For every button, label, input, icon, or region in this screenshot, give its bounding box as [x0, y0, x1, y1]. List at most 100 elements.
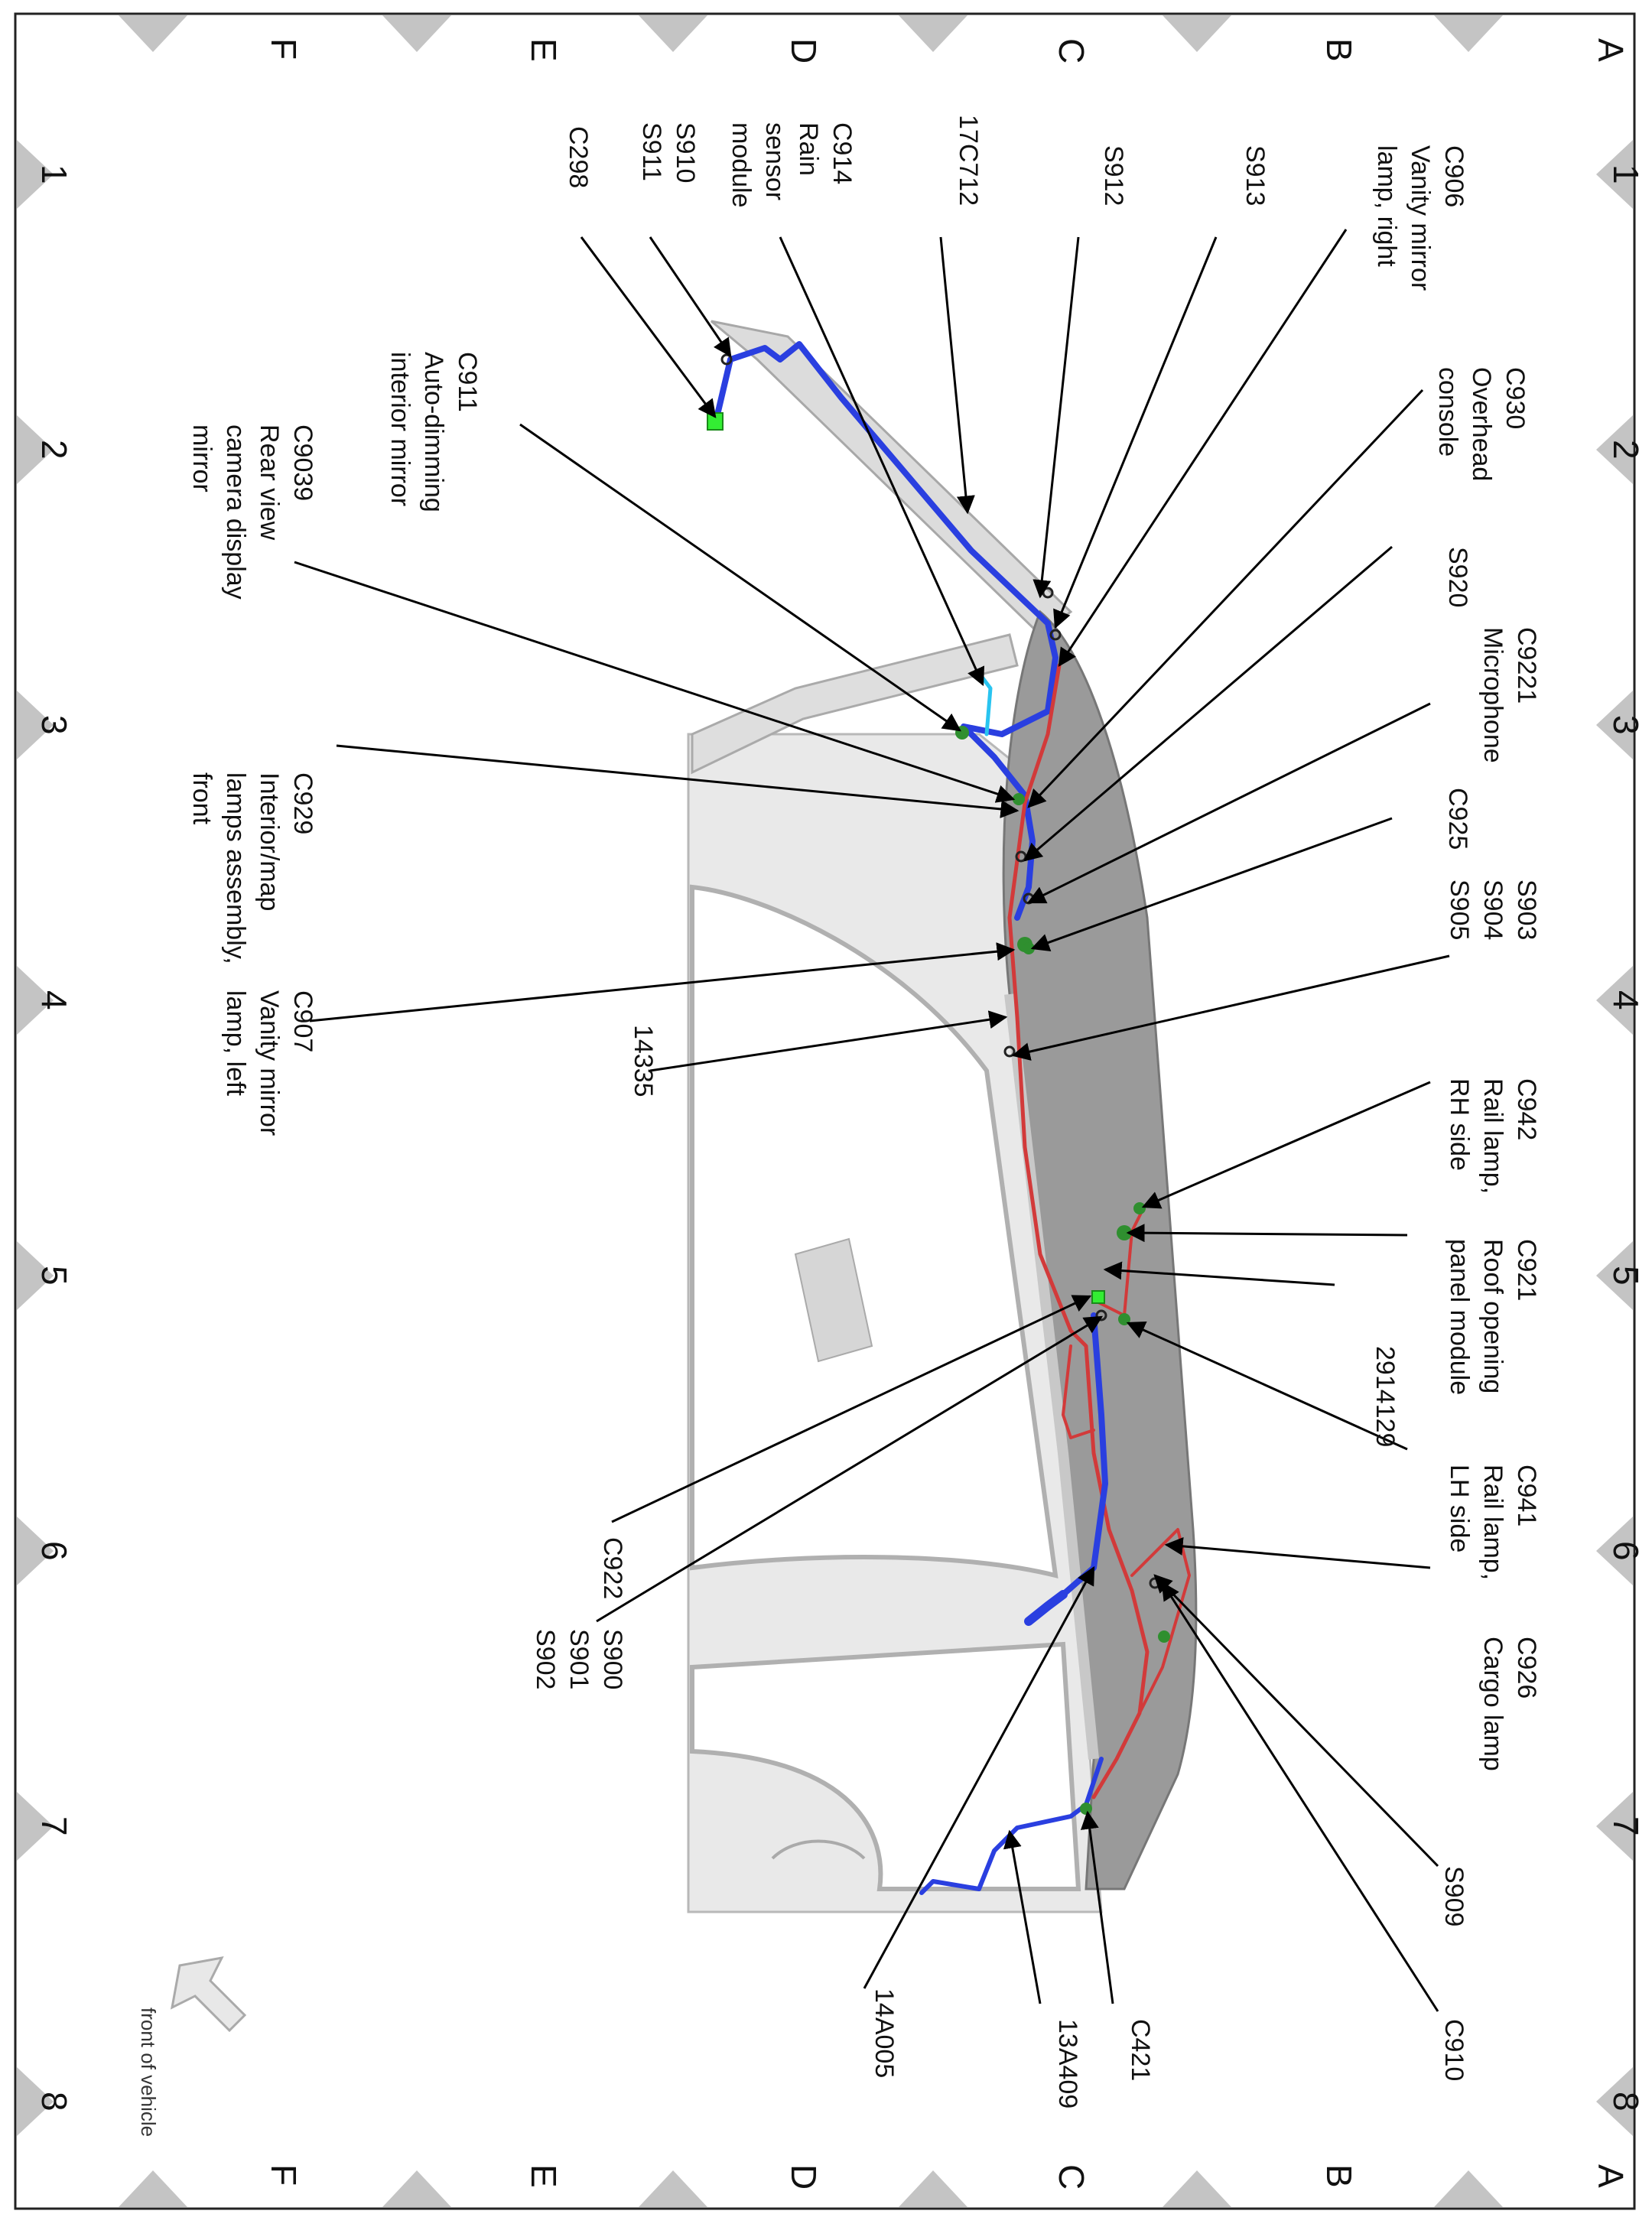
callout-c17c712: 17C712 [954, 115, 983, 206]
edge-triangle-right-7 [1596, 1792, 1633, 1861]
callout-c914-line-4: module [727, 122, 756, 208]
edge-triangle-top-3 [899, 15, 967, 52]
callout-c921-line-3: panel module [1445, 1239, 1474, 1395]
callout-c911-line-1: C911 [453, 352, 482, 412]
grid-number-bottom-3: 3 [34, 715, 74, 735]
callout-c929-line-2: Interior/map [255, 772, 284, 911]
grid-letter-left-F: F [264, 38, 304, 60]
callout-c907-line-2: Vanity mirror [255, 990, 284, 1136]
callout-c921-line-1: C921 [1512, 1239, 1541, 1301]
edge-triangle-right-1 [1596, 140, 1633, 209]
callout-c941-line-3: LH side [1445, 1465, 1474, 1552]
callout-c914-line-3: sensor [760, 122, 789, 200]
grid-number-bottom-4: 4 [34, 990, 74, 1010]
grid-letter-right-B: B [1319, 2164, 1359, 2188]
edge-triangle-bottom-2 [1163, 2170, 1231, 2207]
front-arrow-icon [170, 1956, 247, 2033]
edge-triangle-left-6 [17, 1517, 54, 1585]
callout-s920-line-1: S920 [1443, 547, 1472, 607]
leader-lines [294, 229, 1450, 2012]
callout-c929-line-4: front [187, 772, 216, 825]
grid-letter-left-D: D [784, 38, 824, 63]
callout-s912: S912 [1099, 145, 1128, 206]
front-of-vehicle-label: front of vehicle [137, 2008, 160, 2137]
callout-s900-line-3: S902 [531, 1629, 560, 1689]
callout-c941-line-1: C941 [1512, 1465, 1541, 1526]
callout-c906-line-2: Vanity mirror [1406, 145, 1435, 291]
edge-triangle-right-3 [1596, 691, 1633, 759]
callout-s910-line-2: S911 [637, 122, 666, 181]
callout-c907-line-3: lamp, left [221, 990, 250, 1096]
edge-triangle-bottom-5 [382, 2170, 451, 2207]
grid-number-top-4: 4 [1606, 990, 1646, 1010]
c942-connector [1133, 1202, 1146, 1214]
grid-number-bottom-7: 7 [34, 1816, 74, 1836]
callout-s913-line-1: S913 [1241, 145, 1270, 206]
callout-c914-line-2: Rain [794, 122, 823, 176]
callout-c421: C421 [1126, 2019, 1155, 2081]
callout-c911-line-3: interior mirror [385, 352, 415, 506]
callout-s900-line-1: S900 [598, 1629, 627, 1689]
callout-c926-line-1: C926 [1512, 1637, 1541, 1699]
grid-number-bottom-5: 5 [34, 1266, 74, 1286]
s-splice-2 [1049, 629, 1062, 641]
callout-s913: S913 [1241, 145, 1270, 206]
callout-c926-line-2: Cargo lamp [1478, 1637, 1507, 1771]
edge-triangle-right-6 [1596, 1517, 1633, 1585]
callout-s909: S909 [1439, 1866, 1468, 1926]
callout-c14335-line-1: 14335 [629, 1025, 658, 1097]
grid-number-top-2: 2 [1606, 440, 1646, 460]
callout-c9039-line-3: camera display [221, 424, 250, 600]
edge-triangle-left-7 [17, 1792, 54, 1861]
callout-c930-line-1: C930 [1501, 367, 1530, 429]
grid-letter-right-D: D [784, 2164, 824, 2190]
callout-c907-line-1: C907 [288, 990, 317, 1052]
callout-c298: C298 [564, 126, 593, 188]
callout-s912-line-1: S912 [1099, 145, 1128, 206]
c421-connector [1080, 1803, 1092, 1815]
callout-s920: S920 [1443, 547, 1472, 607]
harness-red-roof-branch [1092, 1207, 1145, 1317]
callout-c929-line-3: lamps assembly, [221, 772, 250, 964]
grid-number-top-7: 7 [1606, 1816, 1646, 1836]
edge-triangle-left-8 [17, 2067, 54, 2136]
callout-s903-line-1: S903 [1512, 879, 1541, 940]
callout-c906-line-3: lamp, right [1372, 145, 1401, 267]
grid-letter-right-E: E [524, 2164, 564, 2188]
callout-c925: C925 [1443, 788, 1472, 850]
grid-number-top-3: 3 [1606, 715, 1646, 735]
callout-c910-line-1: C910 [1439, 2019, 1468, 2081]
callout-c2914129-line-1: 2914129 [1371, 1346, 1400, 1447]
edge-triangle-left-2 [17, 415, 54, 484]
grid-letter-right-A: A [1591, 2164, 1631, 2188]
callout-c930-line-2: Overhead [1467, 367, 1496, 481]
callout-c942-line-3: RH side [1445, 1078, 1474, 1171]
edge-triangle-top-2 [1163, 15, 1231, 52]
callout-c922: C922 [598, 1537, 627, 1599]
harness-red-rear-branch [1130, 1528, 1191, 1730]
c910-connector [1158, 1630, 1170, 1643]
edge-triangle-right-8 [1596, 2067, 1633, 2136]
c9039-connector [1013, 793, 1025, 805]
edge-triangle-top-4 [639, 15, 707, 52]
harness-blue-headliner [712, 341, 1059, 921]
callout-s910-line-1: S910 [671, 122, 700, 183]
edge-triangle-left-1 [17, 140, 54, 209]
callout-c13a409-line-1: 13A409 [1053, 2019, 1082, 2108]
edge-triangle-left-3 [17, 691, 54, 759]
grid-number-top-1: 1 [1606, 164, 1646, 184]
callout-c929-line-1: C929 [288, 772, 317, 834]
